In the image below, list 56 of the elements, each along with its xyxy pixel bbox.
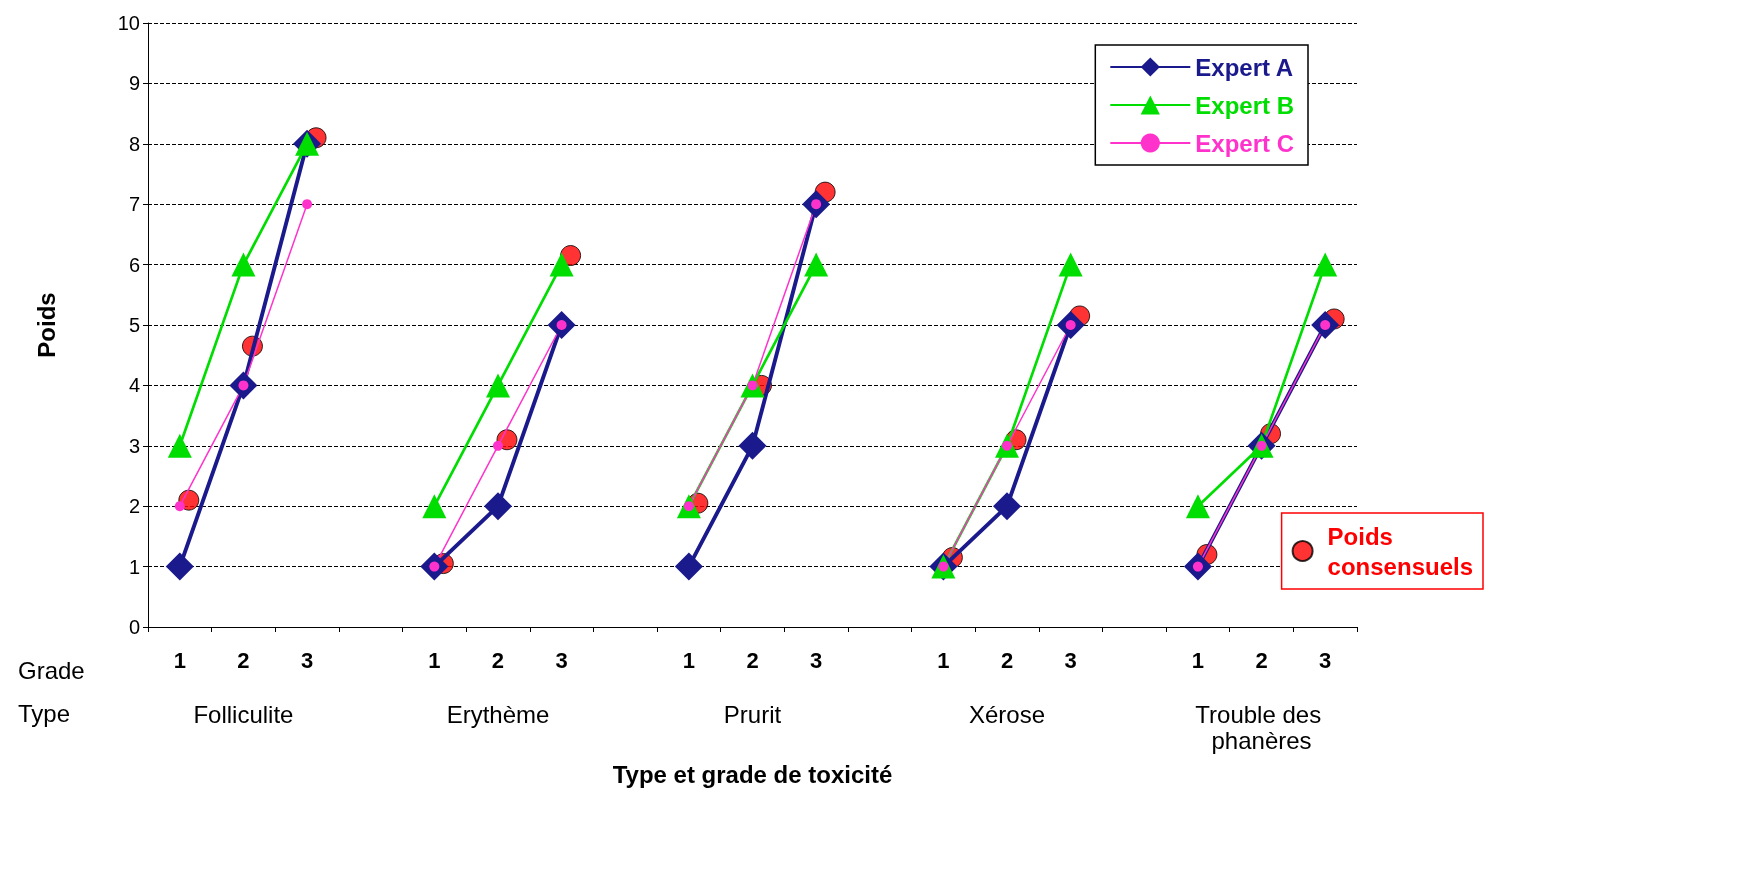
point xyxy=(483,492,512,521)
point xyxy=(1185,494,1210,519)
point xyxy=(167,433,192,458)
x-tick-label: 2 xyxy=(491,647,505,673)
legend-label: Poids consensuels xyxy=(1327,522,1474,580)
point xyxy=(485,373,510,398)
y-tick-label: 9 xyxy=(128,72,140,95)
x-tick-label: 2 xyxy=(237,647,250,673)
point xyxy=(492,440,503,451)
point xyxy=(1313,252,1338,277)
y-tick-label: 4 xyxy=(128,374,140,397)
x-tick-label: 2 xyxy=(1000,647,1014,673)
y-tick-label: 8 xyxy=(128,132,140,155)
point xyxy=(422,494,447,519)
x-tick-label: 1 xyxy=(428,647,441,673)
y-tick-label: 7 xyxy=(128,193,140,216)
point xyxy=(549,252,574,277)
text: Trouble des phanères xyxy=(1195,700,1328,754)
text: Prurit xyxy=(723,700,782,728)
text: Type xyxy=(18,699,71,727)
y-tick-label: 10 xyxy=(117,12,140,34)
x-tick-label: 3 xyxy=(1064,647,1077,673)
text: Folliculite xyxy=(193,700,294,728)
point xyxy=(674,552,703,581)
x-tick-label: 3 xyxy=(555,647,568,673)
text: Grade xyxy=(18,656,85,684)
y-axis-title: Poids xyxy=(32,292,60,358)
y-tick-label: 6 xyxy=(128,253,140,276)
x-tick-label: 2 xyxy=(1255,647,1268,673)
y-tick-label: 5 xyxy=(128,314,140,336)
point xyxy=(1058,252,1083,277)
point xyxy=(165,552,194,581)
legend-label: Expert A xyxy=(1195,53,1294,81)
x-tick-label: 1 xyxy=(682,647,695,673)
y-tick-label: 2 xyxy=(128,495,140,518)
x-tick-label: 3 xyxy=(810,647,823,673)
x-axis-title: Type et grade de toxicité xyxy=(612,760,893,788)
text: Xérose xyxy=(969,700,1046,728)
x-tick-label: 1 xyxy=(173,647,186,673)
x-tick-label: 3 xyxy=(1319,647,1332,673)
text: Erythème xyxy=(446,700,550,728)
point xyxy=(738,431,767,460)
point xyxy=(174,501,185,512)
x-tick-label: 1 xyxy=(1191,647,1205,673)
y-tick-label: 0 xyxy=(128,616,140,638)
x-tick-label: 3 xyxy=(300,647,314,673)
y-tick-label: 3 xyxy=(128,434,140,457)
x-tick-label: 1 xyxy=(937,647,950,673)
y-tick-label: 1 xyxy=(128,555,140,578)
point xyxy=(302,199,313,210)
point xyxy=(993,492,1022,521)
point xyxy=(231,252,256,277)
point xyxy=(804,252,829,277)
legend-label: Expert C xyxy=(1195,129,1295,157)
legend-label: Expert B xyxy=(1195,91,1295,119)
x-tick-label: 2 xyxy=(746,647,759,673)
